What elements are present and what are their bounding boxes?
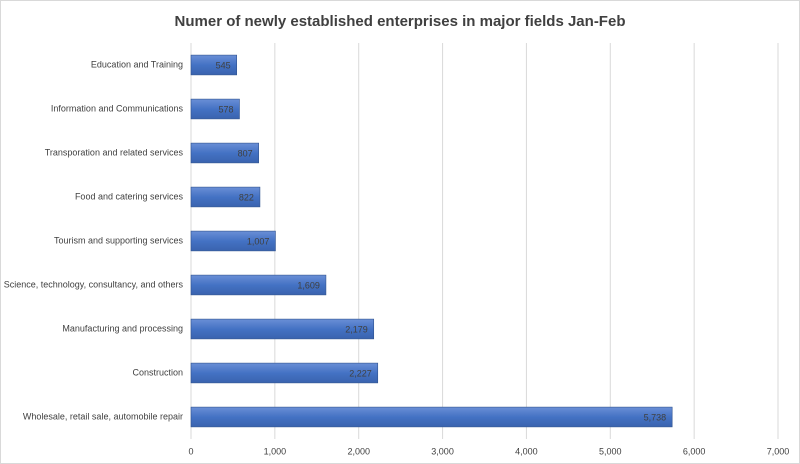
- bar: [190, 54, 238, 76]
- y-tick-label: Information and Communications: [51, 103, 184, 113]
- x-tick-label: 6,000: [683, 446, 706, 456]
- y-tick-label: Education and Training: [91, 59, 183, 69]
- bar: [190, 98, 240, 120]
- x-tick-label: 0: [188, 446, 193, 456]
- value-label: 822: [239, 192, 254, 202]
- value-label: 1,007: [247, 236, 270, 246]
- chart-title: Numer of newly established enterprises i…: [175, 13, 626, 30]
- y-tick-label: Wholesale, retail sale, automobile repai…: [23, 411, 183, 421]
- bar: [190, 142, 259, 164]
- y-tick-label: Science, technology, consultancy, and ot…: [4, 279, 184, 289]
- x-tick-label: 4,000: [515, 446, 538, 456]
- value-label: 5,738: [644, 412, 667, 422]
- value-label: 1,609: [297, 280, 320, 290]
- bar: [190, 406, 673, 428]
- bar: [190, 230, 276, 252]
- bar: [190, 362, 379, 384]
- value-label: 2,227: [349, 368, 372, 378]
- y-tick-label: Transporation and related services: [45, 147, 184, 157]
- x-tick-label: 3,000: [431, 446, 454, 456]
- y-tick-label: Manufacturing and processing: [62, 323, 183, 333]
- x-tick-label: 5,000: [599, 446, 622, 456]
- bar: [190, 318, 375, 340]
- value-label: 545: [216, 60, 231, 70]
- y-tick-label: Food and catering services: [75, 191, 184, 201]
- value-label: 2,179: [345, 324, 368, 334]
- x-tick-label: 7,000: [767, 446, 790, 456]
- x-tick-label: 2,000: [347, 446, 370, 456]
- value-label: 807: [238, 148, 253, 158]
- y-tick-label: Tourism and supporting services: [54, 235, 184, 245]
- bar: [190, 274, 327, 296]
- value-label: 578: [218, 104, 233, 114]
- x-tick-label: 1,000: [264, 446, 287, 456]
- y-tick-label: Construction: [132, 367, 183, 377]
- bar: [190, 186, 261, 208]
